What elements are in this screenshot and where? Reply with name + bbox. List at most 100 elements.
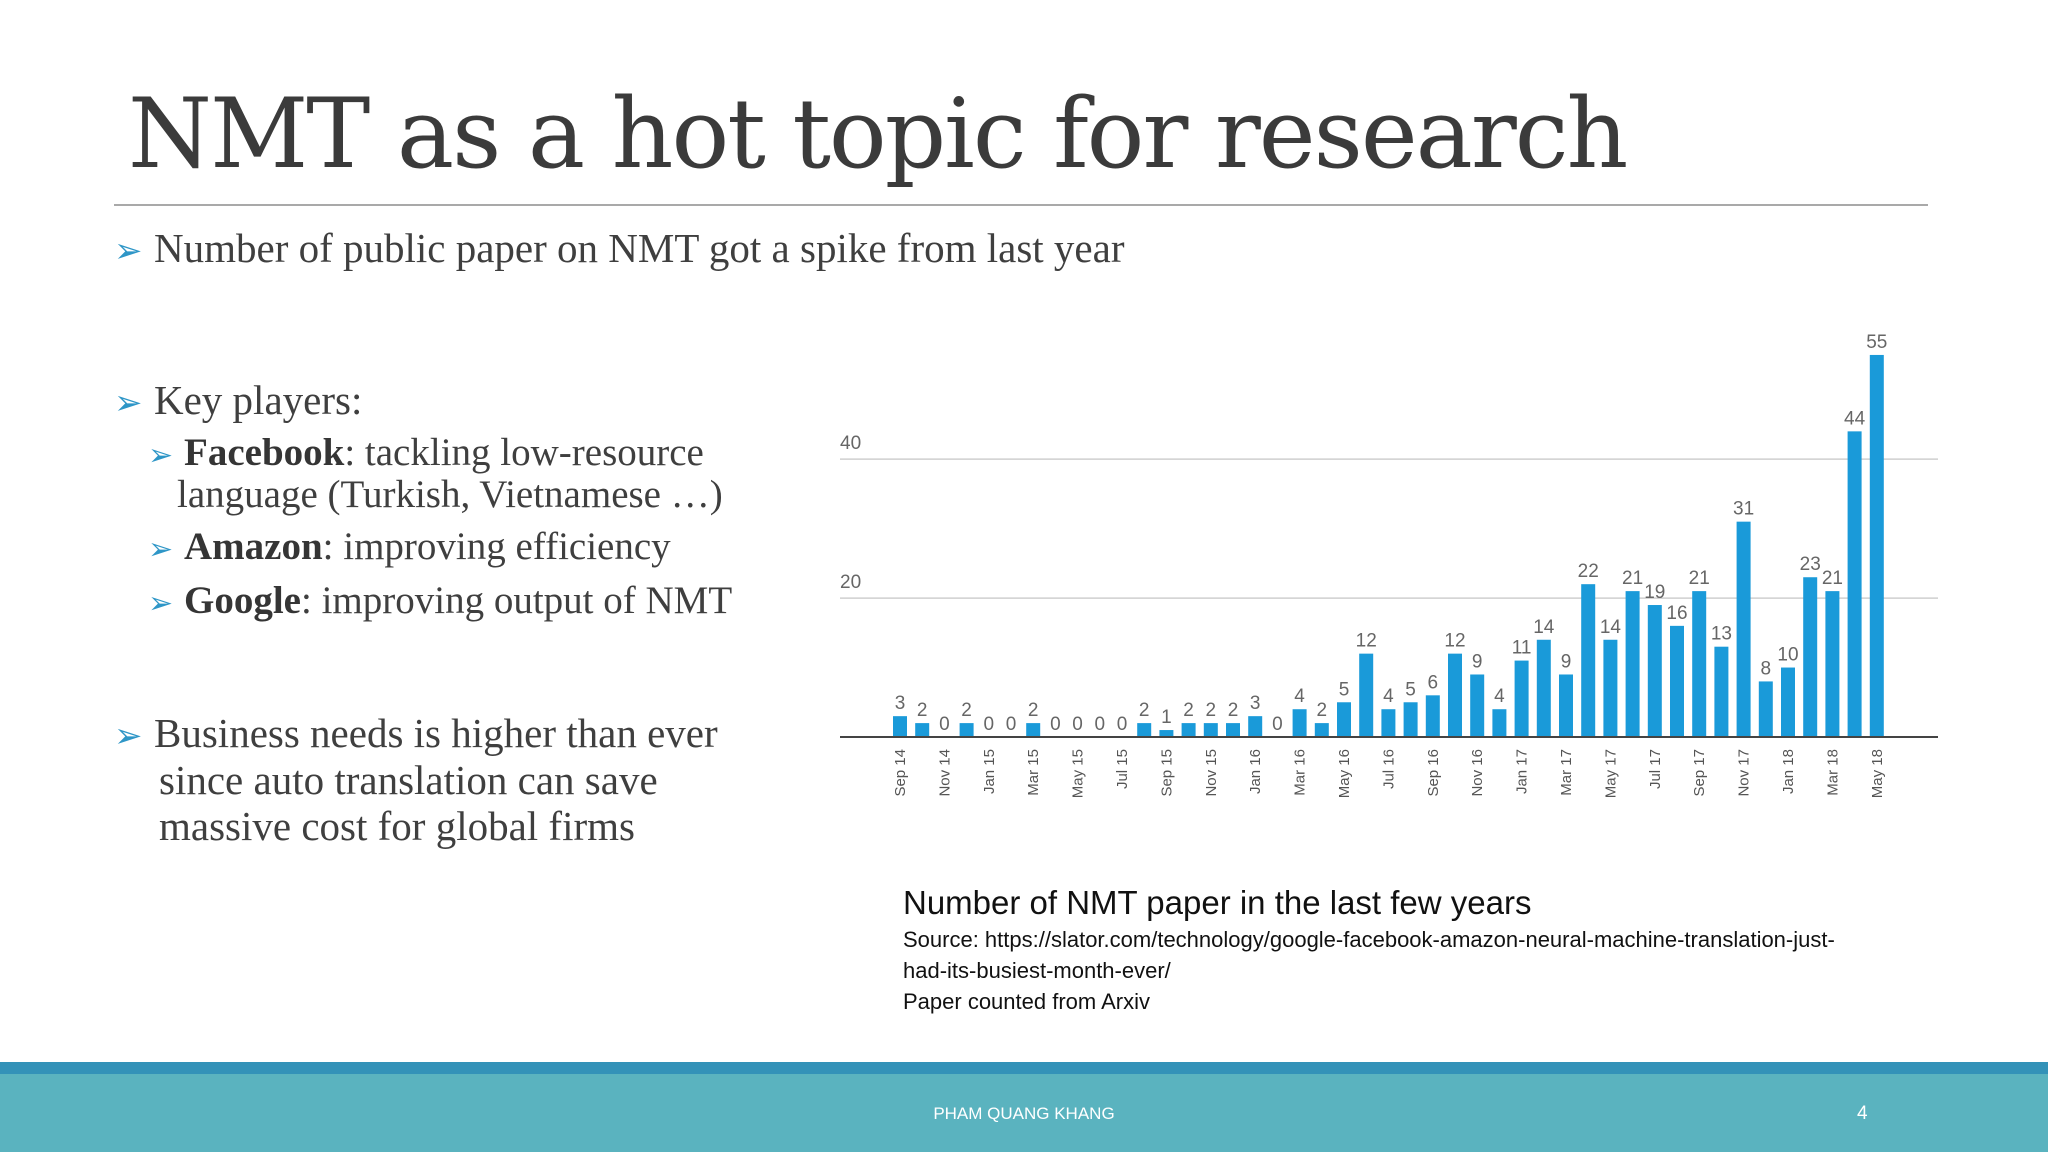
x-tick-label: May 15 (1070, 749, 1087, 798)
data-label: 0 (1095, 714, 1106, 735)
x-tick-label: Mar 17 (1558, 749, 1575, 796)
footer-bar: PHAM QUANG KHANG 4 (0, 1074, 2048, 1152)
data-label: 8 (1761, 658, 1772, 679)
x-tick-label: Jul 15 (1114, 749, 1131, 789)
data-label: 13 (1711, 624, 1732, 645)
bar (1470, 674, 1485, 737)
x-tick-label: Jul 16 (1380, 749, 1397, 789)
bullet-text: Key players: (154, 377, 363, 423)
data-label: 21 (1689, 568, 1710, 589)
footer-author: PHAM QUANG KHANG (933, 1104, 1115, 1123)
data-label: 4 (1294, 686, 1305, 707)
data-label: 4 (1383, 686, 1394, 707)
bar (1159, 730, 1174, 737)
data-label: 12 (1444, 631, 1465, 652)
bar (1647, 605, 1662, 737)
data-label: 16 (1666, 603, 1687, 624)
sub-bullet-text: : tackling low-resource (344, 431, 704, 474)
bar (1403, 702, 1418, 737)
arrow-bullet-icon: ➢ (114, 231, 143, 271)
data-label: 23 (1800, 554, 1821, 575)
data-label: 19 (1644, 582, 1665, 603)
data-label: 2 (961, 700, 972, 721)
sub-bullet-google: ➢ Google: improving output of NMT (148, 580, 732, 625)
data-label: 10 (1777, 645, 1798, 666)
bar (1137, 723, 1152, 737)
bar (1714, 646, 1729, 737)
bar (1736, 521, 1751, 737)
caption-note: Paper counted from Arxiv (903, 989, 1151, 1014)
caption-source-line2: had-its-busiest-month-ever/ (903, 958, 1171, 983)
bar (1847, 431, 1862, 737)
page-number: 4 (1857, 1103, 1868, 1124)
x-tick-label: Mar 16 (1292, 749, 1309, 796)
arrow-bullet-icon: ➢ (148, 438, 174, 473)
bar (1803, 577, 1818, 737)
bar (1781, 667, 1795, 737)
sub-bullet-text: : improving output of NMT (300, 579, 733, 622)
sub-bullet-amazon: ➢ Amazon: improving efficiency (148, 526, 671, 571)
bar (1203, 723, 1218, 737)
data-label: 0 (1072, 714, 1083, 735)
bullet-business-needs-line3: massive cost for global firms (159, 803, 635, 849)
footer-stripe (0, 1062, 2048, 1074)
company-name: Amazon (184, 525, 323, 568)
x-tick-label: Sep 14 (892, 749, 909, 797)
data-label: 55 (1866, 332, 1887, 353)
x-tick-label: Sep 16 (1425, 749, 1442, 797)
data-label: 2 (1028, 700, 1039, 721)
data-label: 3 (895, 693, 906, 714)
bar (959, 723, 974, 737)
bar (1581, 584, 1596, 737)
x-tick-label: Nov 16 (1469, 749, 1486, 797)
bar (1381, 709, 1396, 737)
data-label: 2 (1183, 700, 1194, 721)
arrow-bullet-icon: ➢ (148, 532, 174, 567)
data-label: 6 (1428, 672, 1439, 693)
data-label: 0 (984, 714, 995, 735)
chart-caption: Number of NMT paper in the last few year… (903, 882, 1835, 1017)
data-label: 2 (1317, 700, 1328, 721)
y-tick-label: 20 (840, 572, 861, 593)
data-label: 2 (1139, 700, 1150, 721)
bullet-text: Business needs is higher than ever (154, 710, 718, 756)
company-name: Google (184, 579, 301, 622)
x-tick-label: Jan 18 (1780, 749, 1797, 794)
x-tick-label: Sep 17 (1691, 749, 1708, 797)
bullet-text: Number of public paper on NMT got a spik… (154, 225, 1125, 271)
bar (1536, 639, 1551, 737)
data-label: 5 (1339, 679, 1350, 700)
bullet-business-needs-line2: since auto translation can save (159, 757, 658, 803)
x-tick-label: Jan 15 (981, 749, 998, 794)
bar (1559, 674, 1573, 737)
caption-source-line1: Source: https://slator.com/technology/go… (903, 927, 1835, 952)
data-label: 0 (1117, 714, 1128, 735)
x-tick-label: Mar 15 (1025, 749, 1042, 796)
title-divider (114, 204, 1928, 206)
data-label: 5 (1405, 679, 1416, 700)
bullet-key-players: ➢ Key players: (114, 377, 362, 426)
data-label: 9 (1561, 651, 1572, 672)
company-name: Facebook (184, 431, 345, 474)
x-tick-label: Nov 17 (1736, 749, 1753, 797)
x-tick-label: May 18 (1869, 749, 1886, 798)
data-label: 2 (1206, 700, 1217, 721)
x-tick-label: Nov 14 (936, 749, 953, 797)
bar (1181, 723, 1196, 737)
x-tick-label: Mar 18 (1824, 749, 1841, 796)
bullet-paper-spike: ➢ Number of public paper on NMT got a spi… (114, 225, 1124, 274)
bar (1758, 681, 1773, 737)
data-label: 12 (1356, 631, 1377, 652)
data-label: 1 (1161, 707, 1172, 728)
bar (1337, 702, 1351, 737)
bar (1514, 660, 1529, 737)
bar (1026, 723, 1041, 737)
data-label: 0 (1050, 714, 1061, 735)
sub-bullet-facebook-continuation: language (Turkish, Vietnamese …) (177, 473, 723, 516)
y-tick-label: 40 (840, 433, 861, 454)
data-label: 0 (1006, 714, 1017, 735)
bar (915, 723, 930, 737)
data-label: 9 (1472, 651, 1483, 672)
data-label: 21 (1822, 568, 1843, 589)
data-label: 0 (939, 714, 950, 735)
